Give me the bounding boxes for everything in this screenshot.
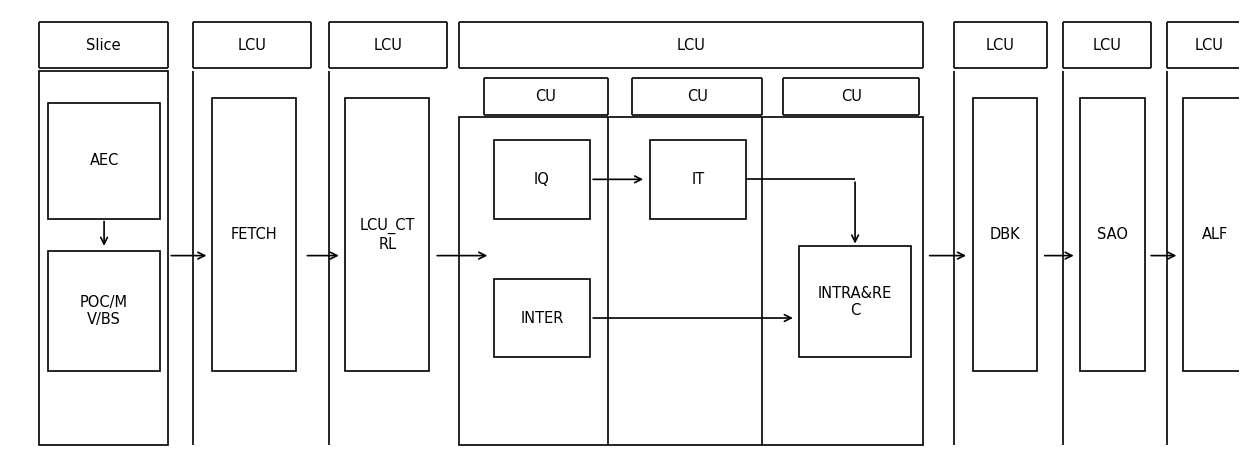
Text: CU: CU (841, 89, 862, 104)
Bar (345, 99, 429, 371)
Text: IQ: IQ (534, 172, 551, 187)
Bar (1183, 99, 1240, 371)
Text: CU: CU (687, 89, 708, 104)
Text: CU: CU (536, 89, 557, 104)
Text: SAO: SAO (1097, 227, 1128, 242)
Text: Slice: Slice (86, 38, 120, 53)
Text: LCU: LCU (373, 38, 403, 53)
Bar (48, 251, 160, 371)
Bar (494, 279, 590, 357)
Text: IT: IT (692, 172, 704, 187)
Text: LCU: LCU (986, 38, 1014, 53)
Text: LCU_CT
RL: LCU_CT RL (360, 218, 415, 252)
Text: LCU: LCU (677, 38, 706, 53)
Bar (48, 103, 160, 219)
Text: DBK: DBK (990, 227, 1021, 242)
Text: FETCH: FETCH (231, 227, 277, 242)
Bar (1080, 99, 1145, 371)
Text: LCU: LCU (1092, 38, 1121, 53)
Bar (494, 140, 590, 219)
Bar (212, 99, 296, 371)
Text: LCU: LCU (1194, 38, 1224, 53)
Bar (38, 71, 169, 445)
Text: POC/M
V/BS: POC/M V/BS (81, 295, 128, 327)
Bar (459, 117, 923, 445)
Bar (800, 246, 910, 357)
Text: INTRA&RE
C: INTRA&RE C (818, 286, 893, 318)
Text: AEC: AEC (89, 153, 119, 168)
Text: INTER: INTER (521, 311, 564, 325)
Text: LCU: LCU (238, 38, 267, 53)
Text: ALF: ALF (1202, 227, 1229, 242)
Bar (972, 99, 1037, 371)
Bar (650, 140, 746, 219)
